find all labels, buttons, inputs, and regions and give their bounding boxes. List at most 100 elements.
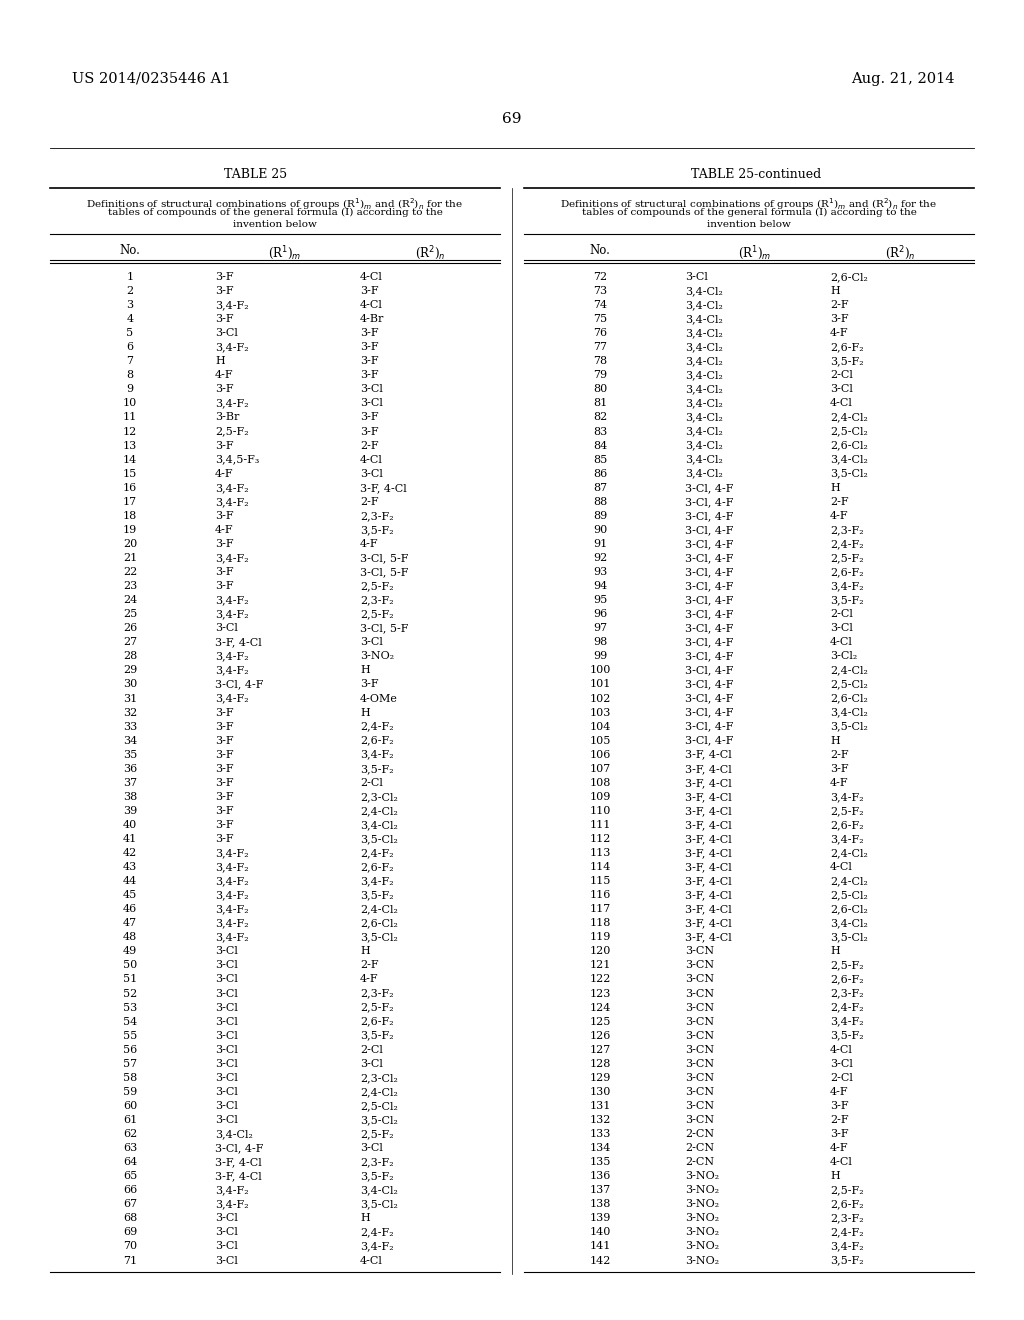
Text: 3-Cl, 4-F: 3-Cl, 4-F [685,595,733,605]
Text: 17: 17 [123,496,137,507]
Text: 46: 46 [123,904,137,915]
Text: 138: 138 [590,1200,610,1209]
Text: 3,4-F₂: 3,4-F₂ [215,1185,249,1195]
Text: 3,5-Cl₂: 3,5-Cl₂ [830,932,868,942]
Text: 3-NO₂: 3-NO₂ [685,1241,719,1251]
Text: 3: 3 [126,300,133,310]
Text: 3-Cl: 3-Cl [215,1255,238,1266]
Text: H: H [360,708,370,718]
Text: 4: 4 [126,314,133,325]
Text: 2,4-Cl₂: 2,4-Cl₂ [360,807,398,816]
Text: 3,4-F₂: 3,4-F₂ [830,1016,863,1027]
Text: 4-F: 4-F [360,974,379,985]
Text: 2,3-F₂: 2,3-F₂ [360,989,393,998]
Text: 41: 41 [123,834,137,843]
Text: 3,4-Cl₂: 3,4-Cl₂ [360,1185,398,1195]
Text: 3-Cl, 4-F: 3-Cl, 4-F [685,708,733,718]
Text: 3,5-F₂: 3,5-F₂ [830,356,863,366]
Text: 35: 35 [123,750,137,760]
Text: 100: 100 [590,665,610,676]
Text: 3-Cl: 3-Cl [215,989,238,998]
Text: 3,4-F₂: 3,4-F₂ [215,847,249,858]
Text: 3-NO₂: 3-NO₂ [685,1213,719,1224]
Text: tables of compounds of the general formula (I) according to the: tables of compounds of the general formu… [108,209,442,216]
Text: 2,4-Cl₂: 2,4-Cl₂ [830,665,868,676]
Text: 3,4-F₂: 3,4-F₂ [215,553,249,564]
Text: H: H [830,1171,840,1181]
Text: 89: 89 [593,511,607,521]
Text: 3-F, 4-Cl: 3-F, 4-Cl [685,904,732,915]
Text: 3,4-F₂: 3,4-F₂ [215,342,249,352]
Text: 3-F: 3-F [215,777,233,788]
Text: 3,5-F₂: 3,5-F₂ [830,595,863,605]
Text: 3-Cl, 4-F: 3-Cl, 4-F [685,665,733,676]
Text: 3-F, 4-Cl: 3-F, 4-Cl [685,834,732,843]
Text: 3-NO₂: 3-NO₂ [360,651,394,661]
Text: 3-F: 3-F [215,820,233,830]
Text: 3,4-Cl₂: 3,4-Cl₂ [685,286,723,296]
Text: 60: 60 [123,1101,137,1111]
Text: 2,6-F₂: 2,6-F₂ [830,974,863,985]
Text: 2,3-Cl₂: 2,3-Cl₂ [360,1073,398,1082]
Text: 3-Cl: 3-Cl [215,1003,238,1012]
Text: 3-F: 3-F [215,750,233,760]
Text: 19: 19 [123,525,137,535]
Text: 95: 95 [593,595,607,605]
Text: 2,3-F₂: 2,3-F₂ [830,525,863,535]
Text: 3-F: 3-F [215,511,233,521]
Text: 2,6-Cl₂: 2,6-Cl₂ [360,919,398,928]
Text: 47: 47 [123,919,137,928]
Text: 3-Cl: 3-Cl [215,1213,238,1224]
Text: 3,4-Cl₂: 3,4-Cl₂ [685,469,723,479]
Text: 3-F, 4-Cl: 3-F, 4-Cl [215,1171,262,1181]
Text: 124: 124 [590,1003,610,1012]
Text: 115: 115 [590,876,610,886]
Text: 3-F, 4-Cl: 3-F, 4-Cl [685,807,732,816]
Text: 3-F: 3-F [360,412,379,422]
Text: 121: 121 [590,961,610,970]
Text: 3-Cl: 3-Cl [215,1101,238,1111]
Text: 103: 103 [590,708,610,718]
Text: 3-Cl, 5-F: 3-Cl, 5-F [360,568,409,577]
Text: 2,4-F₂: 2,4-F₂ [360,722,393,731]
Text: 3-Cl, 4-F: 3-Cl, 4-F [215,1143,263,1154]
Text: H: H [215,356,224,366]
Text: 88: 88 [593,496,607,507]
Text: 126: 126 [590,1031,610,1040]
Text: 133: 133 [590,1129,610,1139]
Text: 3,5-Cl₂: 3,5-Cl₂ [830,469,868,479]
Text: 3-F: 3-F [360,426,379,437]
Text: 3,4-Cl₂: 3,4-Cl₂ [685,300,723,310]
Text: 11: 11 [123,412,137,422]
Text: 107: 107 [590,764,610,774]
Text: 2,5-F₂: 2,5-F₂ [360,1003,393,1012]
Text: 140: 140 [590,1228,610,1237]
Text: 3-CN: 3-CN [685,1073,714,1082]
Text: 3,4-F₂: 3,4-F₂ [360,750,393,760]
Text: 3-Cl, 5-F: 3-Cl, 5-F [360,623,409,634]
Text: 2-Cl: 2-Cl [360,777,383,788]
Text: H: H [360,665,370,676]
Text: 117: 117 [590,904,610,915]
Text: 3,4-Cl₂: 3,4-Cl₂ [830,919,868,928]
Text: 2,3-F₂: 2,3-F₂ [360,511,393,521]
Text: Definitions of structural combinations of groups (R$^1$)$_m$ and (R$^2$)$_n$ for: Definitions of structural combinations o… [86,195,464,211]
Text: 14: 14 [123,454,137,465]
Text: 3-CN: 3-CN [685,1044,714,1055]
Text: 32: 32 [123,708,137,718]
Text: 4-F: 4-F [830,1086,849,1097]
Text: 3-Cl: 3-Cl [215,1044,238,1055]
Text: 59: 59 [123,1086,137,1097]
Text: 3-Cl, 4-F: 3-Cl, 4-F [685,693,733,704]
Text: 120: 120 [590,946,610,957]
Text: 3-Cl: 3-Cl [215,1086,238,1097]
Text: 66: 66 [123,1185,137,1195]
Text: 2,4-F₂: 2,4-F₂ [360,1228,393,1237]
Text: H: H [830,286,840,296]
Text: 40: 40 [123,820,137,830]
Text: 3-F: 3-F [215,441,233,450]
Text: 2: 2 [126,286,133,296]
Text: 3-Cl, 4-F: 3-Cl, 4-F [685,581,733,591]
Text: 13: 13 [123,441,137,450]
Text: 3,4-F₂: 3,4-F₂ [360,876,393,886]
